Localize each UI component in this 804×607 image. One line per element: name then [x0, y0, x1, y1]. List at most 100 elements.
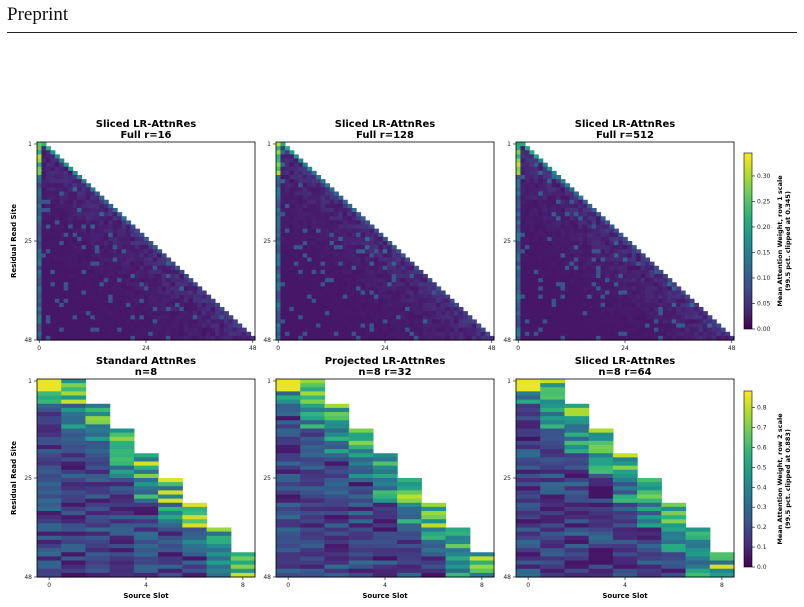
heatmap-cell	[604, 249, 611, 254]
heatmap-cell	[41, 282, 47, 287]
heatmap-cell	[59, 286, 65, 292]
heatmap-cell	[50, 175, 56, 180]
heatmap-cell	[63, 319, 69, 325]
heatmap-cell	[103, 294, 109, 300]
heatmap-cell	[689, 331, 695, 337]
heatmap-cell	[302, 286, 308, 292]
heatmap-cell	[560, 228, 566, 234]
heatmap-cell	[540, 544, 566, 549]
heatmap-cell	[329, 265, 335, 271]
heatmap-cell	[618, 245, 624, 250]
heatmap-cell	[81, 269, 87, 275]
heatmap-cell	[148, 302, 154, 308]
heatmap-cell	[148, 249, 154, 254]
heatmap-cell	[421, 527, 447, 533]
heatmap-cell	[458, 323, 464, 329]
heatmap-cell	[125, 311, 132, 316]
heatmap-cell	[653, 274, 659, 279]
heatmap-cell	[453, 323, 460, 329]
heatmap-cell	[85, 220, 91, 226]
heatmap-cell	[311, 212, 317, 217]
heatmap-cell	[613, 298, 619, 304]
heatmap-cell	[201, 294, 207, 300]
heatmap-cell	[348, 498, 374, 504]
heatmap-cell	[72, 203, 78, 209]
heatmap-cell	[405, 311, 411, 316]
heatmap-cell	[556, 257, 562, 263]
heatmap-cell	[658, 286, 664, 292]
heatmap-cell	[671, 335, 677, 341]
heatmap-cell	[109, 428, 135, 434]
heatmap-cell	[547, 216, 553, 221]
heatmap-cell	[467, 327, 473, 333]
heatmap-cell	[596, 315, 602, 320]
heatmap-cell	[37, 568, 62, 574]
heatmap-cell	[284, 191, 290, 197]
heatmap-cell	[276, 245, 282, 250]
heatmap-cell	[121, 290, 127, 296]
heatmap-cell	[564, 535, 590, 541]
heatmap-cell	[298, 166, 304, 172]
heatmap-cell	[284, 274, 290, 279]
heatmap-cell	[329, 274, 335, 279]
heatmap-cell	[63, 187, 69, 193]
heatmap-cell	[600, 220, 606, 226]
heatmap-cell	[85, 311, 91, 316]
heatmap-cell	[538, 269, 544, 275]
heatmap-cell	[445, 535, 471, 541]
heatmap-cell	[109, 552, 135, 557]
heatmap-cell	[538, 162, 544, 168]
heatmap-cell	[300, 387, 326, 392]
heatmap-cell	[421, 564, 447, 570]
heatmap-cell	[85, 412, 111, 417]
heatmap-cell	[356, 269, 362, 275]
heatmap-cell	[85, 407, 111, 413]
heatmap-cell	[61, 395, 87, 401]
heatmap-cell	[68, 208, 74, 213]
heatmap-cell	[152, 323, 158, 329]
heatmap-cell	[373, 278, 379, 283]
heatmap-cell	[59, 228, 65, 234]
heatmap-cell	[61, 445, 87, 450]
heatmap-cell	[108, 290, 114, 296]
heatmap-cell	[99, 278, 105, 283]
heatmap-cell	[427, 286, 433, 292]
heatmap-cell	[276, 208, 282, 213]
heatmap-cell	[54, 216, 60, 221]
heatmap-cell	[382, 282, 388, 287]
heatmap-cell	[284, 154, 290, 160]
heatmap-cell	[99, 195, 105, 201]
heatmap-cell	[112, 298, 118, 304]
heatmap-cell	[405, 315, 411, 320]
heatmap-cell	[276, 323, 282, 329]
heatmap-cell	[445, 331, 451, 337]
heatmap-cell	[547, 220, 553, 226]
heatmap-cell	[667, 335, 673, 341]
heatmap-cell	[179, 294, 185, 300]
heatmap-cell	[54, 191, 60, 197]
heatmap-cell	[182, 548, 208, 553]
heatmap-cell	[516, 568, 541, 574]
heatmap-cell	[431, 335, 437, 341]
y-tick-label: 1	[28, 378, 32, 385]
heatmap-cell	[372, 486, 398, 491]
heatmap-cell	[324, 407, 350, 413]
heatmap-cell	[533, 302, 539, 308]
heatmap-cell	[230, 560, 256, 566]
heatmap-cell	[72, 228, 78, 234]
heatmap-cell	[109, 498, 135, 504]
heatmap-cell	[556, 249, 562, 254]
heatmap-cell	[369, 307, 375, 312]
heatmap-cell	[604, 261, 611, 267]
heatmap-cell	[37, 203, 43, 209]
heatmap-cell	[524, 319, 530, 325]
heatmap-cell	[85, 469, 111, 475]
heatmap-cell	[293, 253, 299, 259]
heatmap-cell	[179, 311, 185, 316]
heatmap-cell	[300, 391, 326, 397]
heatmap-cell	[449, 331, 455, 337]
heatmap-cell	[467, 319, 473, 325]
heatmap-cell	[103, 315, 109, 320]
heatmap-cell	[121, 241, 127, 246]
heatmap-cell	[542, 282, 548, 287]
